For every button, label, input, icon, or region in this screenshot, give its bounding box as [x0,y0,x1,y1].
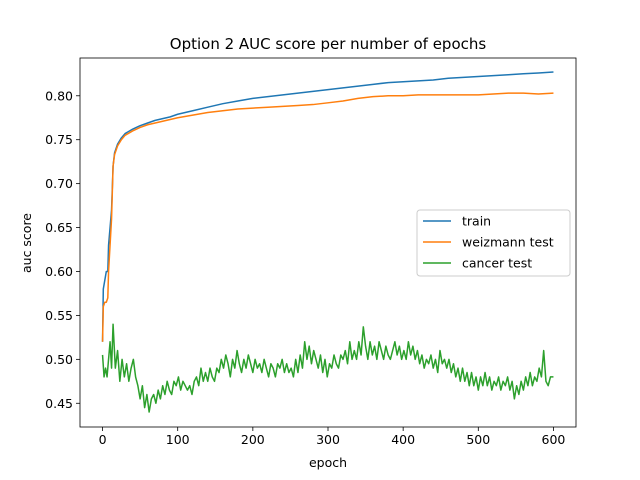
y-tick-label: 0.45 [45,396,73,411]
legend-label-cancer-test: cancer test [462,256,532,271]
x-tick-label: 300 [316,432,340,447]
y-tick-label: 0.65 [45,220,73,235]
legend-label-weizmann-test: weizmann test [462,235,554,250]
x-axis: 0 100 200 300 400 500 600 [99,427,566,447]
plot-area [79,57,577,428]
y-tick-label: 0.80 [45,88,73,103]
y-axis-label: auc score [19,213,34,273]
y-tick-label: 0.70 [45,176,73,191]
y-tick-label: 0.60 [45,264,73,279]
y-tick-label: 0.55 [45,308,73,323]
legend: train weizmann test cancer test [416,209,571,277]
legend-box [416,209,571,277]
x-tick-label: 500 [466,432,490,447]
series-line-cancer-test [101,323,554,413]
x-tick-label: 200 [241,432,265,447]
legend-label-train: train [462,214,491,229]
series-line-weizmann-test [101,92,554,342]
y-tick-label: 0.75 [45,132,73,147]
x-tick-label: 0 [99,432,107,447]
x-tick-label: 100 [166,432,190,447]
x-tick-label: 400 [391,432,415,447]
y-axis: 0.45 0.50 0.55 0.60 0.65 0.70 0.75 0.80 [45,88,80,411]
chart-title: Option 2 AUC score per number of epochs [170,35,487,53]
x-tick-label: 600 [542,432,566,447]
x-axis-label: epoch [309,455,347,470]
y-tick-label: 0.50 [45,352,73,367]
